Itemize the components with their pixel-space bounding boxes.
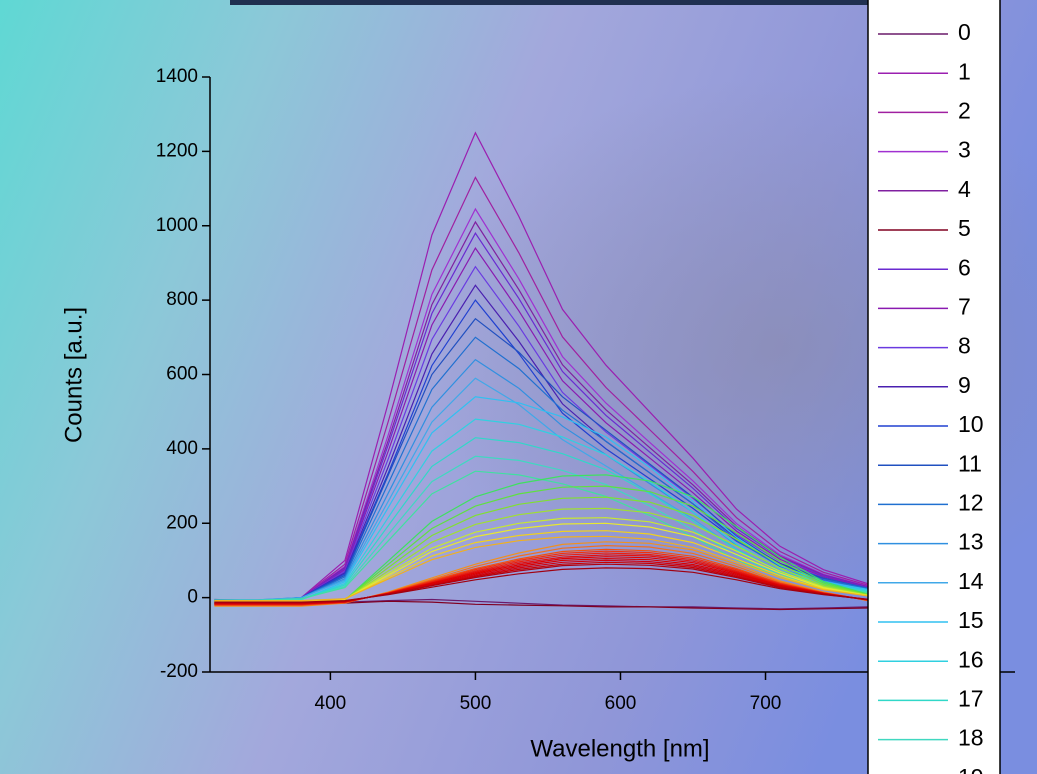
series-line — [214, 535, 998, 602]
legend-label: 1 — [958, 58, 971, 84]
legend-label: 15 — [958, 607, 984, 633]
series-line — [214, 396, 998, 603]
y-tick-label: 200 — [166, 512, 198, 533]
legend-label: 12 — [958, 489, 984, 515]
x-tick-label: 700 — [750, 693, 782, 714]
top-bar — [230, 0, 870, 5]
legend-label: 7 — [958, 293, 971, 319]
series-line — [214, 437, 998, 602]
x-tick-label: 400 — [315, 693, 347, 714]
y-tick-label: 600 — [166, 364, 198, 385]
series-line — [214, 131, 998, 603]
series-line — [214, 567, 998, 603]
y-tick-label: 1000 — [156, 215, 198, 236]
x-tick-label: 600 — [605, 693, 637, 714]
series-line — [214, 418, 998, 602]
legend-label: 2 — [958, 97, 971, 123]
y-tick-label: 800 — [166, 289, 198, 310]
y-axis-title: Counts [a.u.] — [60, 307, 87, 443]
legend-label: 5 — [958, 215, 971, 241]
legend-label: 9 — [958, 372, 971, 398]
legend-label: 19 — [958, 764, 984, 774]
legend-label: 8 — [958, 333, 971, 359]
legend: 012345678910111213141516171819 — [867, 0, 1001, 774]
series-line — [214, 470, 998, 601]
y-tick-label: 1200 — [156, 140, 198, 161]
legend-label: 6 — [958, 254, 971, 280]
plot-area — [214, 131, 998, 611]
y-tick-label: -200 — [160, 661, 198, 682]
legend-label: 0 — [958, 19, 971, 45]
legend-label: 11 — [958, 450, 982, 476]
x-tick-label: 500 — [460, 693, 492, 714]
legend-label: 18 — [958, 725, 984, 751]
axes: -200 0 200 400 600 800 1000 1200 1400 400 500 600 70… — [156, 66, 1015, 714]
legend-label: 10 — [958, 411, 984, 437]
y-tick-label: 0 — [187, 587, 198, 608]
legend-label: 13 — [958, 529, 984, 555]
legend-label: 4 — [958, 176, 971, 202]
y-tick-label: 1400 — [156, 66, 198, 87]
x-axis-title: Wavelength [nm] — [530, 735, 709, 762]
legend-label: 16 — [958, 646, 984, 672]
legend-label: 17 — [958, 685, 984, 711]
legend-label: 14 — [958, 568, 984, 594]
series-line — [214, 176, 998, 603]
y-tick-label: 400 — [166, 438, 198, 459]
legend-label: 3 — [958, 137, 971, 163]
series-line — [214, 336, 998, 601]
